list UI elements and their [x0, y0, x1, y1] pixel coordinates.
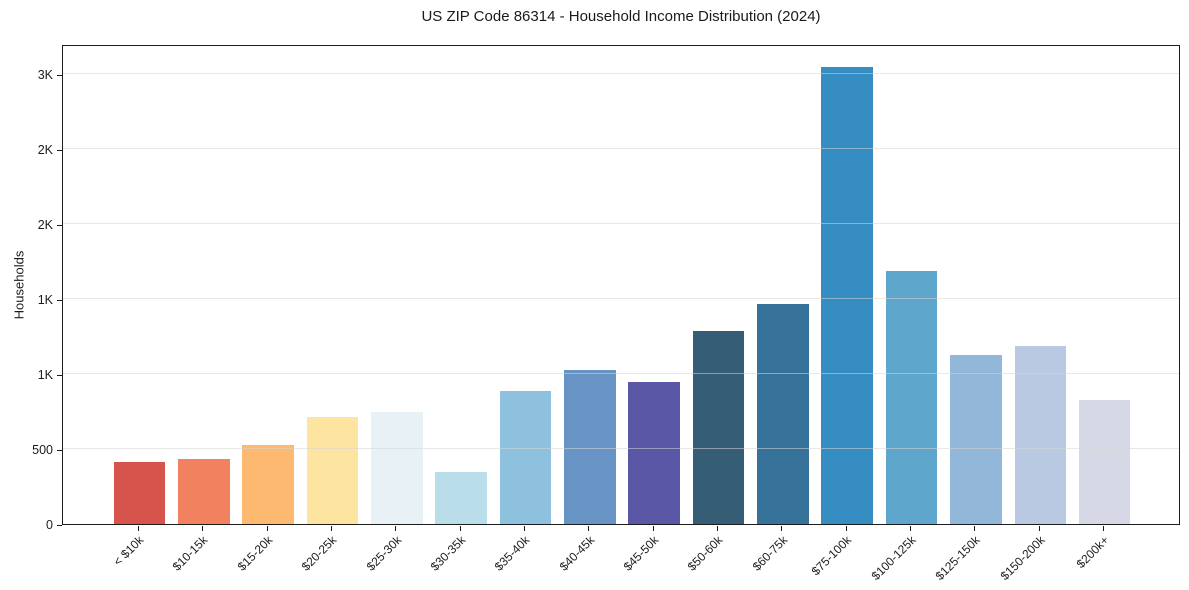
bar-200k	[1078, 399, 1131, 524]
x-tick-label-25-30k: $25-30k	[363, 533, 404, 574]
bar-125-150k	[950, 355, 1002, 524]
gridline-y-3000	[63, 73, 1179, 74]
x-tick-label-20-25k: $20-25k	[298, 533, 340, 574]
x-tick-mark-1	[202, 526, 204, 531]
x-tick-mark-9	[717, 526, 719, 531]
x-tick-mark-14	[1038, 526, 1040, 531]
x-tick-mark-6	[524, 526, 526, 531]
x-tick-label-50-60k: $50-60k	[684, 533, 726, 574]
bar-35-40k	[499, 390, 552, 524]
x-tick-label-40-45k: $40-45k	[556, 533, 597, 574]
x-tick-mark-5	[459, 526, 461, 531]
x-tick-mark-15	[1103, 526, 1105, 531]
bar-45-50k	[628, 381, 680, 524]
y-axis-label: Households	[11, 250, 27, 320]
x-tick-label-100-125k: $100-125k	[868, 533, 919, 584]
bar-75-100k	[821, 67, 873, 524]
x-tick-label-45-50k: $45-50k	[620, 533, 662, 574]
x-tick-mark-11	[845, 526, 847, 531]
bar-50-60k	[692, 330, 745, 524]
y-tick-label-0: 0	[46, 518, 53, 532]
x-tick-label-150-200k: $150-200k	[997, 533, 1048, 584]
bar-40-45k	[564, 370, 616, 524]
x-tick-mark-8	[652, 526, 654, 531]
y-tick-mark-0	[57, 524, 62, 526]
y-tick-mark-2500	[57, 149, 62, 151]
bar-150-200k	[1014, 345, 1066, 524]
x-tick-label-10k: < $10k	[110, 533, 147, 569]
x-tick-label-15-20k: $15-20k	[234, 533, 276, 574]
x-tick-mark-10	[781, 526, 783, 531]
gridline-y-500	[63, 448, 1179, 449]
y-tick-mark-1000	[57, 374, 62, 376]
x-tick-label-35-40k: $35-40k	[491, 533, 533, 574]
x-tick-label-60-75k: $60-75k	[749, 533, 790, 574]
gridline-y-2000	[63, 223, 1179, 224]
bar-10k	[113, 461, 166, 524]
y-tick-mark-500	[57, 449, 62, 451]
x-axis-labels: < $10k $10-15k $15-20k $20-25k $25-30k $30-35…	[62, 533, 1180, 590]
bar-15-20k	[242, 445, 294, 524]
x-tick-mark-13	[974, 526, 976, 531]
x-tick-mark-3	[331, 526, 333, 531]
chart-title: US ZIP Code 86314 - Household Income Dis…	[421, 8, 821, 25]
x-tick-label-200k: $200k+	[1073, 533, 1112, 571]
x-tick-label-10-15k: $10-15k	[170, 533, 211, 574]
bar-60-75k	[757, 303, 809, 524]
bar-10-15k	[178, 458, 230, 524]
y-tick-label-2500: 2K	[37, 143, 53, 157]
bar-100-125k	[885, 270, 938, 524]
y-tick-label-1500: 1K	[37, 293, 53, 307]
plot-area	[62, 45, 1180, 525]
bar-30-35k	[435, 472, 487, 524]
x-tick-mark-4	[395, 526, 397, 531]
gridline-y-2500	[63, 148, 1179, 149]
x-tick-mark-0	[138, 526, 139, 531]
x-tick-mark-12	[910, 526, 912, 531]
y-tick-mark-2000	[57, 224, 62, 226]
x-tick-label-75-100k: $75-100k	[808, 533, 855, 579]
x-tick-mark-2	[266, 526, 268, 531]
y-tick-mark-1500	[57, 299, 62, 301]
y-tick-mark-3000	[57, 74, 62, 76]
bar-20-25k	[306, 416, 359, 524]
x-tick-mark-7	[588, 526, 590, 531]
x-tick-label-125-150k: $125-150k	[932, 533, 983, 584]
y-tick-label-500: 500	[32, 443, 53, 457]
y-tick-label-1000: 1K	[37, 368, 53, 382]
y-tick-label-2000: 2K	[37, 218, 53, 232]
gridline-y-1500	[63, 298, 1179, 299]
bar-25-30k	[371, 412, 423, 524]
x-tick-label-30-35k: $30-35k	[427, 533, 469, 574]
y-tick-label-3000: 3K	[37, 68, 53, 82]
gridline-y-1000	[63, 373, 1179, 374]
